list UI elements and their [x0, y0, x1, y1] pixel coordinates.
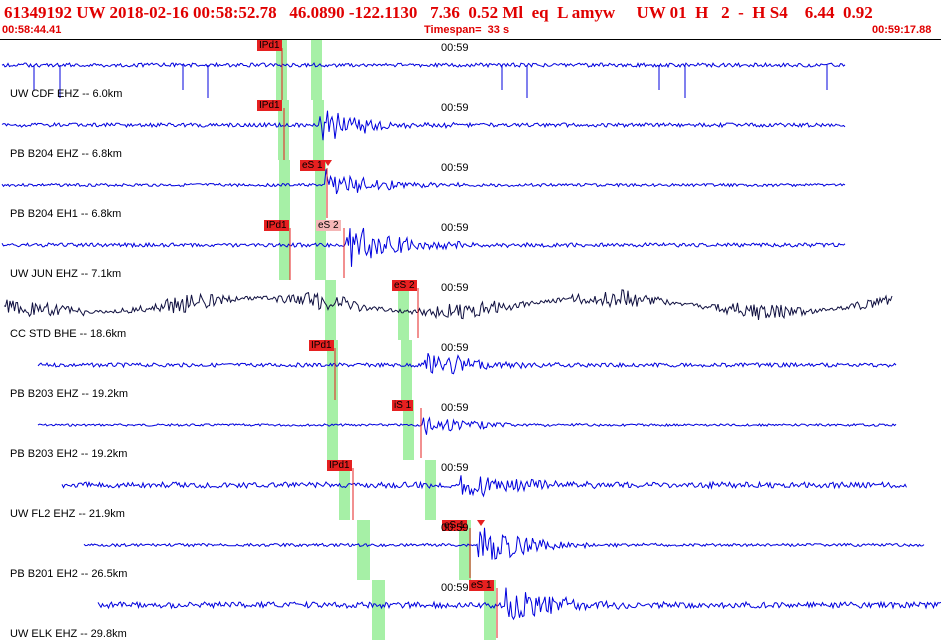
trace-panel-b204-ehz[interactable]: IPd1 00:59 PB B204 EHZ -- 6.8km	[0, 100, 941, 161]
time-mark: 00:59	[441, 102, 469, 114]
pick-marker[interactable]: eS 1	[300, 160, 325, 171]
station-label: UW FL2 EHZ -- 21.9km	[10, 508, 125, 520]
header-divider	[0, 39, 941, 40]
pick-marker[interactable]: IPd1	[309, 340, 334, 351]
trace-panel-elk-ehz[interactable]: eS 1 00:59 UW ELK EHZ -- 29.8km	[0, 580, 941, 640]
pick-marker[interactable]: IPd1	[257, 40, 282, 51]
pick-marker[interactable]: IPd1	[264, 220, 289, 231]
station-label: UW ELK EHZ -- 29.8km	[10, 628, 127, 640]
station-label: UW JUN EHZ -- 7.1km	[10, 268, 122, 280]
s-window	[484, 580, 496, 640]
trace-panel-b204-eh1[interactable]: eS 1 00:59 PB B204 EH1 -- 6.8km	[0, 160, 941, 221]
station-label: CC STD BHE -- 18.6km	[10, 328, 127, 340]
p-window	[279, 160, 290, 220]
time-mark: 00:59	[441, 282, 469, 294]
waveform	[1, 169, 846, 195]
s-window	[398, 280, 409, 340]
pick-marker[interactable]: eS 1	[469, 580, 494, 591]
p-window	[372, 580, 385, 640]
station-label: PB B203 EHZ -- 19.2km	[10, 388, 128, 400]
p-window	[357, 520, 370, 580]
p-window	[327, 400, 338, 460]
waveform	[1, 110, 846, 141]
s-window	[315, 220, 326, 280]
trace-canvas	[1, 220, 846, 280]
waveform	[61, 475, 907, 498]
s-window	[315, 160, 326, 220]
waveform	[3, 289, 893, 320]
pick-marker[interactable]: iS 1	[392, 400, 414, 411]
pick-marker[interactable]: eS 2	[316, 220, 341, 231]
p-window	[279, 220, 290, 280]
station-label: UW CDF EHZ -- 6.0km	[10, 88, 123, 100]
time-mark: 00:59	[441, 522, 469, 534]
trace-panel-b201-eh2[interactable]: eS 1 00:59 PB B201 EH2 -- 26.5km	[0, 520, 941, 581]
p-window	[339, 460, 350, 520]
trace-canvas	[1, 160, 846, 220]
s-window	[459, 520, 471, 580]
s-window	[313, 100, 324, 160]
waveform	[37, 353, 897, 375]
time-mark: 00:59	[441, 42, 469, 54]
trace-panel-jun-ehz[interactable]: IPd1 eS 2 00:59 UW JUN EHZ -- 7.1km	[0, 220, 941, 281]
start-time: 00:58:44.41	[2, 24, 62, 36]
s-window	[311, 40, 322, 100]
s-window	[401, 340, 412, 400]
station-label: PB B203 EH2 -- 19.2km	[10, 448, 128, 460]
trace-canvas	[37, 340, 897, 400]
waveform	[97, 587, 941, 621]
time-mark: 00:59	[441, 222, 469, 234]
trace-panel-b203-eh2[interactable]: iS 1 00:59 PB B203 EH2 -- 19.2km	[0, 400, 941, 461]
station-label: PB B204 EH1 -- 6.8km	[10, 208, 122, 220]
trace-canvas	[83, 520, 925, 580]
time-mark: 00:59	[441, 582, 469, 594]
waveform	[83, 527, 925, 560]
s-window	[403, 400, 414, 460]
waveform	[37, 416, 897, 435]
end-time: 00:59:17.88	[872, 24, 932, 36]
trace-panel-b203-ehz[interactable]: IPd1 00:59 PB B203 EHZ -- 19.2km	[0, 340, 941, 401]
time-mark: 00:59	[441, 402, 469, 414]
trace-canvas	[37, 400, 897, 460]
waveform	[1, 227, 846, 267]
time-mark: 00:59	[441, 342, 469, 354]
p-window	[327, 340, 338, 400]
trace-canvas	[1, 100, 846, 160]
event-header: 61349192 UW 2018-02-16 00:58:52.78 46.08…	[0, 0, 941, 40]
p-window	[325, 280, 336, 340]
pick-marker[interactable]: IPd1	[327, 460, 352, 471]
trace-panel-fl2-ehz[interactable]: IPd1 00:59 UW FL2 EHZ -- 21.9km	[0, 460, 941, 521]
timespan: Timespan= 33 s	[424, 24, 510, 36]
waveform	[1, 61, 846, 69]
trace-canvas	[61, 460, 907, 520]
trace-panel-cdf-ehz[interactable]: IPd1 00:59 UW CDF EHZ -- 6.0km	[0, 40, 941, 101]
pick-marker[interactable]: eS 2	[392, 280, 417, 291]
pick-marker[interactable]: IPd1	[257, 100, 282, 111]
event-summary: 61349192 UW 2018-02-16 00:58:52.78 46.08…	[4, 3, 873, 22]
trace-canvas	[3, 280, 893, 340]
s-window	[425, 460, 436, 520]
time-mark: 00:59	[441, 462, 469, 474]
pick-marker[interactable]: eS 1	[442, 520, 467, 531]
trace-canvas	[1, 40, 846, 100]
station-label: PB B204 EHZ -- 6.8km	[10, 148, 122, 160]
trace-panel-std-bhe[interactable]: eS 2 00:59 CC STD BHE -- 18.6km	[0, 280, 941, 341]
station-label: PB B201 EH2 -- 26.5km	[10, 568, 128, 580]
trace-canvas	[97, 580, 941, 640]
time-mark: 00:59	[441, 162, 469, 174]
